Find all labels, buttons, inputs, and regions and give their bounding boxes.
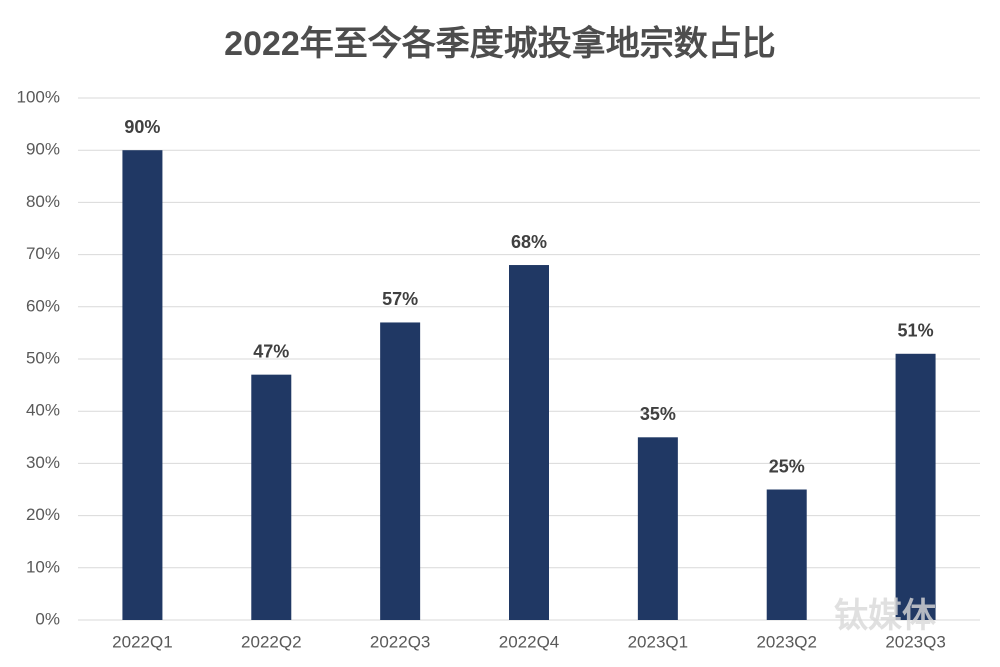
value-label: 57% [382,289,418,309]
bar [509,265,549,620]
bar [380,322,421,620]
y-tick-label: 50% [26,348,60,367]
x-tick-label: 2022Q4 [499,632,560,651]
value-label: 25% [769,456,805,476]
y-tick-label: 90% [26,140,60,159]
y-tick-label: 0% [35,609,60,628]
x-tick-label: 2022Q1 [112,632,173,651]
y-tick-label: 10% [26,557,60,576]
value-label: 35% [640,404,676,424]
chart-title: 2022年至今各季度城投拿地宗数占比 [224,24,776,63]
x-tick-label: 2023Q2 [756,632,817,651]
y-tick-label: 40% [26,401,60,420]
y-tick-label: 20% [26,505,60,524]
x-tick-label: 2023Q1 [628,632,689,651]
value-label: 47% [253,341,289,361]
bar [895,353,936,620]
y-tick-label: 70% [26,244,60,263]
x-tick-label: 2022Q3 [370,632,431,651]
value-label: 51% [898,321,934,341]
bar [122,150,163,620]
y-tick-label: 60% [26,296,60,315]
value-label: 68% [511,232,547,252]
watermark: 钛媒体 [834,597,936,635]
value-label: 90% [124,117,160,137]
y-tick-label: 30% [26,453,60,472]
bar [251,374,292,620]
x-tick-label: 2022Q2 [241,632,302,651]
y-tick-label: 80% [26,192,60,211]
y-tick-label: 100% [17,87,60,106]
bar [766,489,807,620]
x-tick-label: 2023Q3 [885,632,946,651]
bar [637,437,678,620]
